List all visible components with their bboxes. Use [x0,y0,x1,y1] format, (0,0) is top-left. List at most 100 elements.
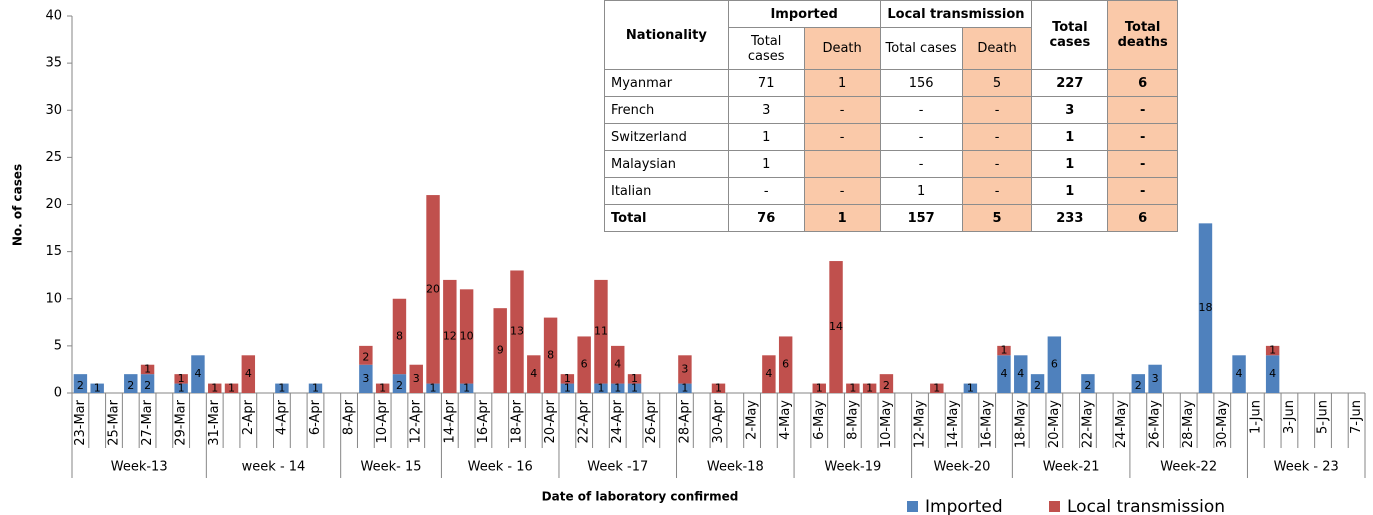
y-tick-label: 30 [45,103,62,118]
bar-label: 11 [594,325,608,338]
table-cell: 227 [1031,69,1109,97]
bar-label: 1 [967,381,974,394]
table-cell: - [879,150,963,178]
bar [543,317,558,393]
bar [174,383,188,393]
bar-label: 1 [597,381,604,394]
table-row: Malaysian 1- -1- [604,150,1178,178]
bar [392,298,407,375]
bar [124,374,138,393]
table-cell: - [1107,96,1178,124]
week-label: week - 14 [242,460,306,475]
bar [560,374,575,384]
bar [678,383,692,393]
bar-label: 2 [144,379,151,392]
bar [275,383,289,393]
bar-label: 2 [1084,379,1091,392]
bar [224,383,239,393]
bar-label: 20 [426,282,440,295]
bar [308,383,323,393]
x-tick-label: 2-Apr [241,399,256,435]
x-tick-label: 3-Jun [1282,400,1297,434]
bar [997,355,1011,393]
x-tick-label: 6-Apr [308,399,323,435]
table-cell: - [803,123,881,151]
x-tick-label: 30-Apr [711,399,726,443]
table-cell: - [803,96,881,124]
bar-label: 1 [94,381,101,394]
week-label: Week-13 [111,460,168,475]
table-row: Switzerland 1- - -1- [604,123,1178,151]
bar-label: 4 [245,367,252,380]
x-tick-label: 10-Apr [375,399,390,443]
bar [627,383,642,393]
table-row: Myanmar 71 1 156 5 227 6 [604,69,1178,97]
table-cell: 1 [1031,150,1109,178]
bar-label: 4 [194,367,201,380]
bar-label: 2 [77,379,84,392]
x-tick-label: 16-Apr [476,399,491,443]
bar [1232,355,1246,393]
bar [426,195,440,384]
subheader-cell: Death [803,27,881,70]
bar [73,374,88,393]
header-cell: Total cases [1031,0,1109,70]
x-tick-label: 5-Jun [1316,400,1331,434]
y-tick-label: 25 [45,150,62,165]
bar [140,364,155,375]
x-tick-label: 12-May [913,400,928,448]
bar [174,374,188,384]
y-tick-label: 10 [45,291,62,306]
table-cell: - [1107,150,1178,178]
bar-label: 6 [1051,358,1058,371]
table-cell: - [961,123,1033,151]
bar-label: 10 [460,329,474,342]
bar [560,383,575,393]
y-axis-title: No. of cases [11,164,25,246]
x-tick-label: 4-May [778,400,793,440]
table-cell: - [879,96,963,124]
bar [510,270,524,393]
y-tick-label: 40 [45,9,62,24]
bar-label: 9 [497,344,504,357]
bar-label: 1 [144,362,151,375]
x-tick-label: 27-Mar [140,399,155,445]
table-cell: 3 [1031,96,1109,124]
week-label: Week-19 [824,460,881,475]
bar [1148,364,1162,393]
bar-label: 1 [681,381,688,394]
bar [611,345,625,384]
bar-label: 1 [933,381,940,394]
bar [930,383,944,393]
table-cell [803,150,881,178]
bar [359,364,373,393]
table-cell: 71 [727,69,805,97]
bar [829,261,843,393]
table-cell: - [961,96,1033,124]
bar-label: 8 [547,348,554,361]
table-cell: 1 [1031,177,1109,205]
bar-label: 2 [127,379,134,392]
table-cell: 1 [727,123,805,151]
header-cell: Imported [727,0,881,28]
subheader-cell: Total cases [727,27,805,70]
x-tick-label: 29-Mar [174,399,189,445]
x-tick-label: 20-Apr [543,399,558,443]
table-row: French 3- - -3- [604,96,1178,124]
bar [627,374,642,384]
bar-label: 8 [396,329,403,342]
bar [1265,355,1280,393]
table-cell: 6 [1107,69,1178,97]
bar [459,289,474,384]
bar [459,383,474,393]
y-tick-label: 0 [54,386,62,401]
x-axis-title: Date of laboratory confirmed [542,490,739,504]
bar-label: 2 [1135,379,1142,392]
table-cell: 3 [727,96,805,124]
bar-label: 1 [1269,344,1276,357]
bar [963,383,978,393]
x-tick-label: 23-Mar [73,399,88,445]
bar-label: 1 [866,381,873,394]
bar-label: 4 [614,358,621,371]
